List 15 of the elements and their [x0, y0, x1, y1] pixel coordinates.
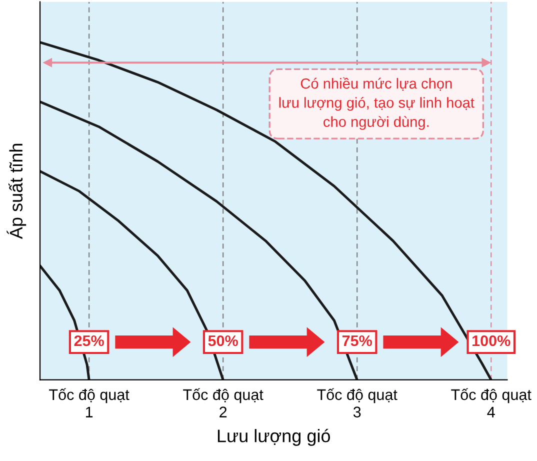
x-tick-label: 4 [487, 406, 495, 418]
x-tick-label: 1 [86, 406, 93, 418]
text: Tốc độ quạt [451, 388, 532, 404]
text: Tốc độ quạt [49, 388, 130, 404]
x-tick-label: 2 [220, 406, 227, 418]
annotation: 50% [208, 335, 238, 346]
text: Tốc độ quạt [317, 388, 398, 404]
annotation: 75% [342, 335, 372, 346]
y-axis-title: Áp suất tĩnh [6, 144, 26, 239]
annotation: Có nhiều mức lựa chọn lưu lượng gió, tạo sự linh hoạt cho người dùng. [279, 77, 474, 130]
text: Tốc độ quạt [183, 388, 264, 404]
x-axis-title: Lưu lượng gió [218, 428, 330, 446]
x-tick-label: 3 [353, 406, 361, 418]
annotation: 100% [472, 335, 510, 346]
annotation: 25% [74, 335, 104, 346]
